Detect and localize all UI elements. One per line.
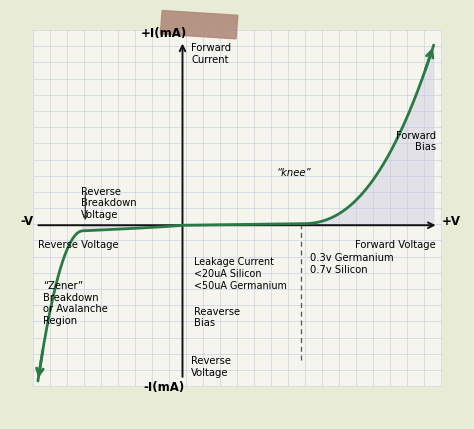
Text: Forward Voltage: Forward Voltage bbox=[356, 240, 436, 250]
Text: “Zener”
Breakdown
or Avalanche
Region: “Zener” Breakdown or Avalanche Region bbox=[43, 281, 108, 326]
Text: Leakage Current
<20uA Silicon
<50uA Germanium: Leakage Current <20uA Silicon <50uA Germ… bbox=[194, 257, 287, 290]
Text: +V: +V bbox=[442, 215, 461, 228]
Polygon shape bbox=[301, 45, 434, 225]
Polygon shape bbox=[160, 10, 238, 39]
Text: Forward
Current: Forward Current bbox=[191, 43, 231, 64]
Text: “knee”: “knee” bbox=[276, 168, 311, 178]
Text: Reverse Voltage: Reverse Voltage bbox=[38, 240, 118, 250]
Bar bbox=[33, 30, 441, 386]
Text: -I(mA): -I(mA) bbox=[143, 381, 184, 393]
Text: -V: -V bbox=[20, 215, 33, 228]
Text: Forward
Bias: Forward Bias bbox=[396, 131, 436, 152]
Text: Reverse
Breakdown
Voltage: Reverse Breakdown Voltage bbox=[81, 187, 136, 220]
Text: +I(mA): +I(mA) bbox=[140, 27, 187, 40]
Text: Reverse
Voltage: Reverse Voltage bbox=[191, 356, 231, 378]
Text: 0.3v Germanium
0.7v Silicon: 0.3v Germanium 0.7v Silicon bbox=[310, 253, 394, 275]
Text: Reaverse
Bias: Reaverse Bias bbox=[194, 307, 240, 328]
Polygon shape bbox=[83, 225, 182, 231]
